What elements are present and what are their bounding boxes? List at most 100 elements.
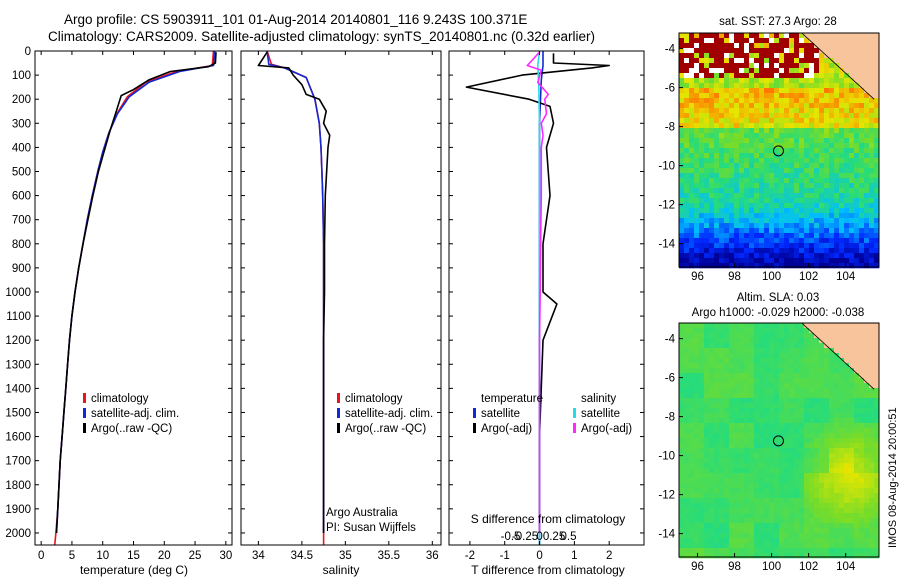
x-tick-label: 20 xyxy=(158,550,171,562)
sla-grid-cells xyxy=(679,323,880,559)
t-difference-label: T difference from climatology xyxy=(471,563,625,577)
y-tick-label: 300 xyxy=(12,118,31,130)
sla-y-tick-label: -10 xyxy=(658,451,675,463)
temperature-axis-label: temperature (deg C) xyxy=(80,563,188,577)
x-tick-label: 35.5 xyxy=(378,550,400,562)
sst-x-tick-label: 104 xyxy=(836,271,856,283)
sst-y-tick-label: -10 xyxy=(658,161,675,173)
sla-x-tick-label: 102 xyxy=(799,561,818,573)
sst-x-tick-label: 98 xyxy=(728,271,741,283)
sst-y-tick-label: -12 xyxy=(658,200,675,212)
series-satellite-adj-clim- xyxy=(55,50,216,534)
series-climatology xyxy=(266,50,325,545)
x-tick-label: 30 xyxy=(219,550,232,562)
x-tick-label: 36 xyxy=(426,550,439,562)
s-tick-label: -0.5 xyxy=(501,531,521,543)
legend-t-argo: Argo(-adj) xyxy=(481,423,532,435)
sst-frame xyxy=(678,32,880,268)
series-satellite-adj-clim- xyxy=(266,50,325,533)
x-tick-label: 10 xyxy=(96,550,109,562)
sst-x-tick-label: 96 xyxy=(691,271,704,283)
sla-frame xyxy=(678,322,880,558)
legend-s-satellite: satellite xyxy=(581,408,620,420)
sst-argo-marker xyxy=(772,145,784,157)
y-tick-label: 1200 xyxy=(5,335,31,347)
legend-salinity-title: salinity xyxy=(581,393,616,405)
legend-argo-s: Argo(..raw -QC) xyxy=(345,423,426,435)
sla-subtitle: Argo h1000: -0.029 h2000: -0.038 xyxy=(692,307,865,319)
sst-x-tick-label: 100 xyxy=(762,271,781,283)
x-tick-label: -2 xyxy=(465,550,475,562)
sst-x-tick-label: 102 xyxy=(799,271,818,283)
y-tick-label: 0 xyxy=(25,46,31,58)
sla-coastline xyxy=(801,322,875,390)
x-tick-label: 25 xyxy=(189,550,202,562)
sla-map: 96 98 100 102 104 -4 -6 -8 -10 -12 -14 xyxy=(658,322,880,573)
y-tick-label: 100 xyxy=(12,70,31,82)
temperature-legend: climatology satellite-adj. clim. Argo(..… xyxy=(83,393,179,435)
y-tick-label: 900 xyxy=(12,263,31,275)
x-tick-label: 35 xyxy=(339,550,352,562)
sla-y-tick-label: -8 xyxy=(665,412,675,424)
sst-y-tick-label: -6 xyxy=(665,83,675,95)
x-tick-label: 1 xyxy=(571,550,577,562)
s-tick-label: -0.25 xyxy=(512,531,538,543)
sla-argo-marker xyxy=(772,435,784,447)
legend-t-satellite: satellite xyxy=(481,408,520,420)
sla-x-tick-label: 96 xyxy=(691,561,704,573)
series-temperature-argo-adj- xyxy=(465,53,611,533)
y-tick-label: 400 xyxy=(12,142,31,154)
title-line-2: Climatology: CARS2009. Satellite-adjuste… xyxy=(48,29,595,44)
sla-y-tick-label: -4 xyxy=(665,334,676,346)
temperature-panel: 0 5 10 15 20 25 300100200300400500600700800900… xyxy=(5,46,233,577)
s-difference-label: S difference from climatology xyxy=(471,512,626,526)
sla-y-tick-label: -14 xyxy=(658,529,675,541)
sla-x-tick-label: 104 xyxy=(836,561,856,573)
title-line-1: Argo profile: CS 5903911_101 01-Aug-2014… xyxy=(64,12,527,27)
x-tick-label: 34.5 xyxy=(291,550,313,562)
y-tick-label: 1000 xyxy=(5,287,31,299)
salinity-panel: 34 34.5 35 35.5 36 salinity climatology sate… xyxy=(240,50,442,577)
legend-climatology-s: climatology xyxy=(345,393,403,405)
x-tick-label: 0 xyxy=(38,550,44,562)
legend-temperature-title: temperature xyxy=(481,393,543,405)
s-tick-label: 0 xyxy=(536,531,542,543)
s-tick-label: 0.25 xyxy=(543,531,565,543)
difference-panel: -2 -1 0 1 2 S difference from climatology -0… xyxy=(448,50,645,577)
x-tick-label: 34 xyxy=(252,550,265,562)
x-tick-label: -1 xyxy=(500,550,510,562)
y-tick-label: 2000 xyxy=(5,528,31,540)
y-tick-label: 500 xyxy=(12,166,31,178)
y-tick-label: 1400 xyxy=(5,383,31,395)
sla-y-tick-label: -12 xyxy=(658,490,675,502)
y-tick-label: 700 xyxy=(12,215,31,227)
credit-line-2: PI: Susan Wijffels xyxy=(326,522,416,534)
series-argo-raw-qc- xyxy=(55,52,217,534)
x-tick-label: 5 xyxy=(69,550,75,562)
x-tick-label: 2 xyxy=(606,550,612,562)
y-tick-label: 1800 xyxy=(5,480,31,492)
y-tick-label: 1700 xyxy=(5,456,31,468)
legend-argo: Argo(..raw -QC) xyxy=(91,423,172,435)
side-stamp: IMOS 08-Aug-2014 20:00:51 xyxy=(887,407,899,548)
sla-title: Altim. SLA: 0.03 xyxy=(737,292,819,304)
sla-y-tick-label: -6 xyxy=(665,373,675,385)
credit-line-1: Argo Australia xyxy=(326,507,398,519)
legend-s-argo: Argo(-adj) xyxy=(581,423,632,435)
sst-y-tick-label: -8 xyxy=(665,122,675,134)
legend-satellite-adj-s: satellite-adj. clim. xyxy=(345,408,433,420)
sst-grid-cells xyxy=(679,33,880,269)
sst-y-tick-label: -14 xyxy=(658,239,675,251)
y-tick-label: 1600 xyxy=(5,432,31,444)
legend-satellite-adj: satellite-adj. clim. xyxy=(91,408,179,420)
sst-map: 96 98 100 102 104 -4 -6 -8 -10 -12 -14 xyxy=(658,32,880,283)
legend-climatology: climatology xyxy=(91,393,149,405)
x-tick-label: 15 xyxy=(127,550,140,562)
y-tick-label: 1300 xyxy=(5,359,31,371)
x-tick-label: 0 xyxy=(536,550,542,562)
sst-title: sat. SST: 27.3 Argo: 28 xyxy=(719,16,837,28)
series-argo-raw-qc- xyxy=(257,51,331,533)
y-tick-label: 800 xyxy=(12,239,31,251)
sst-coastline xyxy=(801,32,875,100)
